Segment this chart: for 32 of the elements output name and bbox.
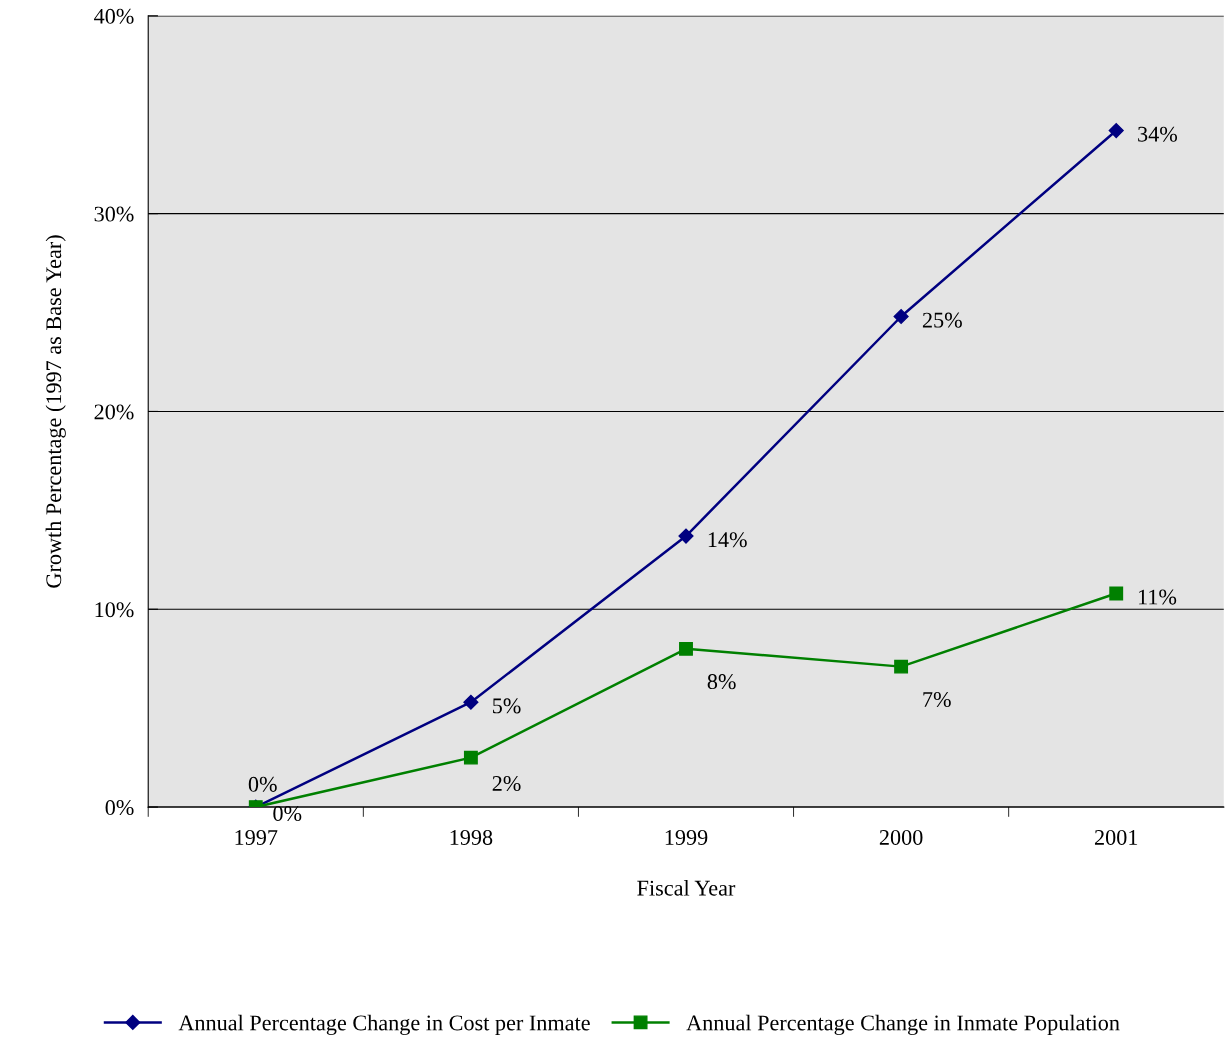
y-tick-label: 0% (105, 800, 134, 816)
data-label: 5% (493, 698, 521, 714)
point (463, 750, 478, 765)
data-label: 14% (708, 532, 747, 548)
y-axis-title: Growth Percentage (1997 as Base Year) (45, 235, 66, 588)
point (678, 528, 694, 544)
x-tick-label: 2001 (1094, 829, 1138, 845)
point (1108, 122, 1124, 139)
point (893, 308, 909, 325)
legend-label: Annual Percentage Change in Cost per Inmate (178, 1014, 590, 1035)
data-label: 34% (1138, 126, 1178, 142)
x-tick-label: 1998 (450, 829, 493, 845)
x-tick-label: 1997 (235, 830, 278, 845)
legend-label: Annual Percentage Change in Inmate Population (686, 1014, 1120, 1035)
data-label: 0% (248, 776, 277, 792)
data-label: 25% (922, 312, 962, 328)
y-tick-label: 20% (94, 404, 134, 420)
data-label: 0% (273, 805, 302, 822)
data-label: 2% (492, 775, 521, 792)
point (894, 659, 909, 674)
y-tick-label: 40% (94, 8, 134, 24)
point (679, 641, 693, 656)
y-tick-label: 30% (94, 206, 134, 222)
data-label: 11% (1139, 589, 1177, 605)
x-axis-title: Fiscal Year (637, 880, 736, 896)
data-label: 8% (707, 674, 736, 690)
data-label: 7% (923, 691, 951, 707)
point (463, 694, 479, 710)
y-tick-label: 10% (95, 602, 134, 618)
point (1109, 586, 1124, 601)
x-tick-label: 1999 (665, 830, 708, 845)
x-tick-label: 2000 (879, 829, 923, 845)
